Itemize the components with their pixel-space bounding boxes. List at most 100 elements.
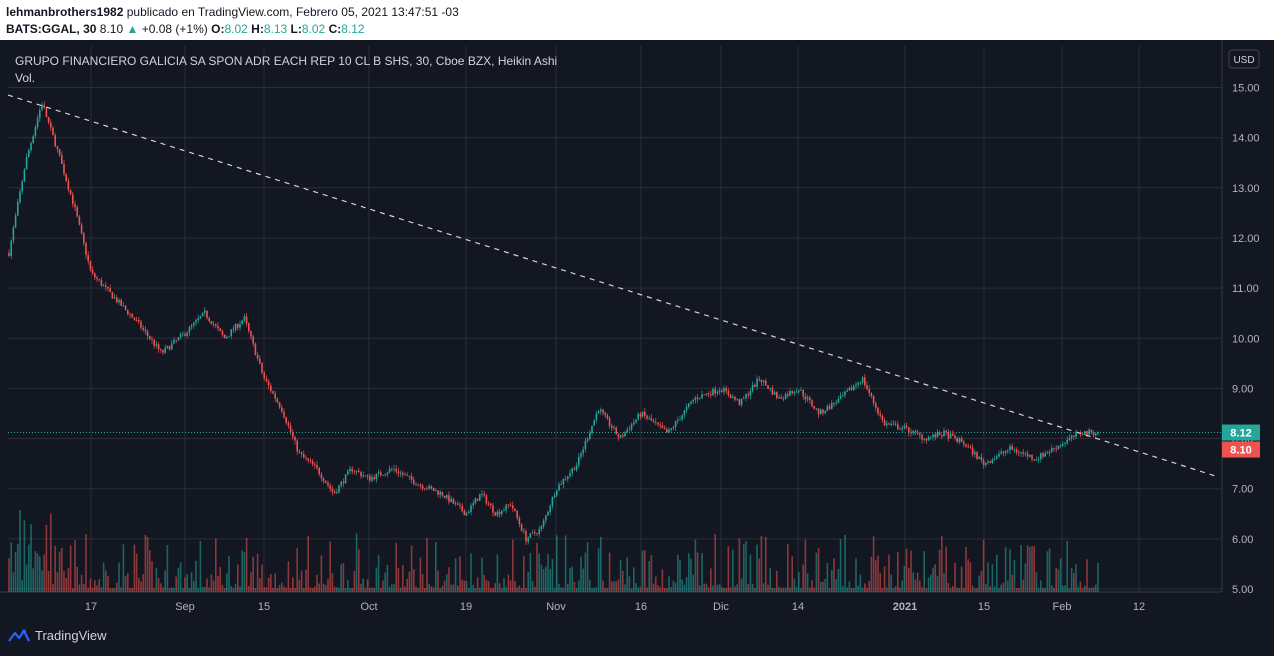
volume-bar	[116, 582, 118, 592]
candle-body	[767, 385, 769, 389]
candle-body	[602, 409, 604, 413]
candle-body	[705, 393, 708, 395]
volume-bar	[787, 544, 789, 592]
price-tick-label: 15.00	[1232, 83, 1260, 95]
candle-body	[45, 108, 48, 118]
candle-body	[362, 475, 364, 477]
volume-bar	[113, 587, 116, 592]
volume-bar	[1057, 569, 1060, 592]
candle-body	[507, 504, 510, 506]
candle-body	[19, 191, 21, 203]
candle-body	[61, 155, 63, 164]
author-name[interactable]: lehmanbrothers1982	[6, 5, 124, 19]
volume-bar	[322, 583, 325, 592]
volume-bar	[1000, 584, 1002, 592]
candle-body	[360, 472, 362, 477]
candle-body	[333, 491, 336, 494]
currency-button[interactable]	[1228, 49, 1260, 69]
candle-body	[828, 405, 831, 409]
volume-bar	[358, 549, 360, 592]
currency-button-label[interactable]: USD	[1233, 55, 1254, 66]
volume-bar	[171, 587, 173, 592]
candle-body	[221, 330, 224, 335]
volume-bar	[120, 587, 122, 592]
time-tick-label: 2021	[893, 601, 917, 613]
volume-bar	[501, 587, 503, 592]
candle-body	[943, 430, 945, 437]
volume-bar	[815, 552, 818, 592]
candle-body	[140, 321, 142, 328]
tradingview-brand[interactable]: TradingView	[8, 628, 107, 643]
candle-body	[721, 390, 723, 392]
volume-bar	[947, 582, 950, 592]
candle-body	[945, 430, 947, 433]
candle-body	[712, 388, 714, 396]
candle-body	[985, 462, 987, 465]
candle-body	[1081, 433, 1084, 435]
volume-bar	[1090, 587, 1093, 592]
volume-bar	[927, 577, 930, 592]
volume-bar	[67, 567, 70, 592]
candle-body	[787, 394, 789, 396]
candle-body	[551, 496, 554, 506]
volume-bar	[210, 574, 213, 592]
volume-bar	[135, 553, 138, 592]
volume-bar	[540, 564, 543, 592]
volume-bar	[1013, 559, 1016, 592]
volume-bar	[270, 573, 272, 592]
candle-body	[839, 395, 842, 399]
volume-bar	[1007, 580, 1009, 592]
time-tick-label: Sep	[175, 601, 195, 613]
candle-body	[870, 393, 873, 396]
volume-bar	[641, 550, 644, 592]
candle-body	[923, 438, 925, 440]
candle-body	[116, 297, 118, 303]
candle-body	[270, 385, 272, 392]
price-tick-label: 9.00	[1232, 383, 1253, 395]
volume-bar	[1026, 545, 1029, 592]
volume-label: Vol.	[15, 71, 36, 85]
candle-body	[320, 474, 323, 479]
volume-bar	[652, 583, 655, 592]
candle-body	[377, 472, 380, 474]
candle-body	[173, 339, 175, 344]
volume-bar	[329, 541, 331, 592]
candle-body	[102, 285, 105, 287]
volume-bar	[1075, 564, 1077, 592]
candle-body	[289, 425, 292, 432]
candle-body	[1033, 459, 1035, 460]
candle-body	[694, 397, 697, 400]
candle-body	[947, 432, 950, 439]
candle-body	[791, 391, 793, 394]
candle-body	[265, 378, 268, 382]
candle-body	[358, 470, 360, 473]
candle-body	[353, 471, 356, 473]
candle-body	[105, 285, 107, 287]
candle-body	[322, 478, 325, 482]
volume-bar	[320, 555, 323, 592]
volume-bar	[608, 552, 611, 592]
volume-bar	[861, 587, 864, 592]
candle-body	[613, 427, 615, 429]
volume-bar	[197, 587, 199, 592]
volume-bar	[809, 587, 811, 592]
volume-bar	[300, 570, 303, 592]
candle-body	[586, 439, 589, 442]
candle-body	[514, 508, 516, 511]
price-chart[interactable]: 15.0014.0013.0012.0011.0010.009.008.007.…	[0, 40, 1274, 616]
candle-body	[494, 512, 496, 516]
candle-body	[1026, 453, 1029, 457]
chart-panel[interactable]: 15.0014.0013.0012.0011.0010.009.008.007.…	[0, 40, 1274, 616]
volume-bar	[142, 574, 144, 592]
volume-bar	[140, 581, 142, 592]
volume-bar	[85, 533, 87, 592]
volume-bar	[382, 580, 384, 592]
volume-bar	[723, 587, 725, 592]
candle-body	[512, 505, 514, 509]
candle-body	[30, 142, 32, 151]
candle-body	[538, 529, 540, 534]
trendline[interactable]	[7, 94, 1217, 477]
candle-body	[226, 336, 228, 339]
candle-body	[272, 391, 274, 394]
candle-body	[388, 469, 391, 473]
